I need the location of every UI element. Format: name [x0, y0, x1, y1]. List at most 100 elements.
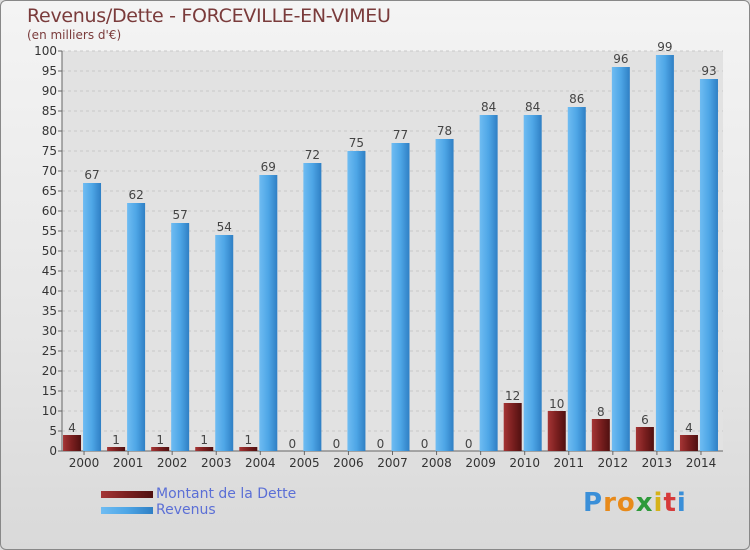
x-tick-label: 2014 — [686, 456, 717, 470]
y-tick-label: 75 — [42, 144, 57, 158]
bar-revenus-2002 — [171, 223, 190, 451]
x-tick-label: 2011 — [553, 456, 584, 470]
x-tick-label: 2002 — [157, 456, 188, 470]
y-tick-label: 65 — [42, 184, 57, 198]
x-tick-label: 2012 — [598, 456, 629, 470]
y-tick-label: 35 — [42, 304, 57, 318]
bar-revenus-2010 — [523, 115, 542, 451]
bar-revenus-2007 — [391, 143, 410, 451]
data-label-revenus-2002: 57 — [173, 208, 188, 222]
bar-dette-2001 — [107, 447, 126, 451]
bar-revenus-2009 — [479, 115, 498, 451]
data-label-revenus-2003: 54 — [217, 220, 232, 234]
x-tick-label: 2004 — [245, 456, 276, 470]
bar-dette-2013 — [635, 427, 654, 451]
x-tick-label: 2001 — [113, 456, 144, 470]
x-tick-label: 2010 — [509, 456, 540, 470]
data-label-dette-2007: 0 — [377, 437, 385, 451]
data-label-dette-2003: 1 — [200, 433, 208, 447]
legend-label-dette: Montant de la Dette — [156, 486, 297, 502]
bar-dette-2011 — [547, 411, 566, 451]
data-label-dette-2008: 0 — [421, 437, 429, 451]
bar-dette-2014 — [679, 435, 698, 451]
x-tick-label: 2003 — [201, 456, 232, 470]
data-label-dette-2006: 0 — [333, 437, 341, 451]
data-label-dette-2013: 6 — [641, 413, 649, 427]
y-tick-label: 20 — [42, 364, 57, 378]
bar-revenus-2006 — [347, 151, 366, 451]
proxiti-letter: t — [663, 488, 677, 518]
proxiti-letter: i — [653, 488, 664, 518]
x-tick-label: 2000 — [69, 456, 100, 470]
x-tick-label: 2006 — [333, 456, 364, 470]
data-label-revenus-2012: 96 — [613, 52, 628, 66]
bar-revenus-2008 — [435, 139, 454, 451]
y-tick-label: 90 — [42, 84, 57, 98]
bar-dette-2003 — [195, 447, 214, 451]
bar-dette-2002 — [151, 447, 170, 451]
data-label-dette-2012: 8 — [597, 405, 605, 419]
data-label-revenus-2013: 99 — [657, 40, 672, 54]
proxiti-logo: Proxiti — [583, 488, 687, 518]
y-tick-label: 30 — [42, 324, 57, 338]
legend-label-revenus: Revenus — [156, 502, 216, 518]
bar-chart: 0510152025303540455055606570758085909510… — [34, 40, 723, 470]
bar-dette-2000 — [63, 435, 82, 451]
data-label-revenus-2000: 67 — [84, 168, 99, 182]
x-tick-label: 2009 — [465, 456, 496, 470]
y-tick-label: 15 — [42, 384, 57, 398]
bar-revenus-2005 — [303, 163, 322, 451]
data-label-revenus-2008: 78 — [437, 124, 452, 138]
y-tick-label: 100 — [34, 44, 57, 58]
y-tick-label: 55 — [42, 224, 57, 238]
data-label-dette-2004: 1 — [244, 433, 252, 447]
y-tick-label: 50 — [42, 244, 57, 258]
proxiti-letter: o — [616, 488, 636, 518]
data-label-dette-2000: 4 — [68, 421, 76, 435]
bar-revenus-2011 — [567, 107, 586, 451]
data-label-revenus-2007: 77 — [393, 128, 408, 142]
data-labels: 4 67 1 62 1 57 1 54 1 69 0 72 0 75 0 77 0 78 0 84 12 84 10 86 8 9… — [68, 40, 716, 451]
y-tick-label: 0 — [49, 444, 57, 458]
y-tick-label: 10 — [42, 404, 57, 418]
x-tick-label: 2005 — [289, 456, 320, 470]
data-label-dette-2001: 1 — [112, 433, 120, 447]
x-tick-label: 2007 — [377, 456, 408, 470]
data-label-revenus-2011: 86 — [569, 92, 584, 106]
y-tick-label: 45 — [42, 264, 57, 278]
bar-revenus-2012 — [611, 67, 630, 451]
y-tick-label: 40 — [42, 284, 57, 298]
bar-revenus-2014 — [699, 79, 718, 451]
bar-dette-2010 — [503, 403, 522, 451]
data-label-revenus-2006: 75 — [349, 136, 364, 150]
data-label-revenus-2004: 69 — [261, 160, 276, 174]
data-label-revenus-2005: 72 — [305, 148, 320, 162]
legend-swatch-dette — [101, 491, 153, 498]
legend-swatch-revenus — [101, 507, 153, 514]
bar-revenus-2004 — [259, 175, 278, 451]
proxiti-letter: x — [635, 488, 654, 518]
data-label-revenus-2014: 93 — [701, 64, 716, 78]
data-label-revenus-2010: 84 — [525, 100, 540, 114]
x-tick-label: 2008 — [421, 456, 452, 470]
data-label-dette-2009: 0 — [465, 437, 473, 451]
y-tick-label: 5 — [49, 424, 57, 438]
proxiti-letter: r — [603, 488, 617, 518]
y-tick-label: 60 — [42, 204, 57, 218]
y-tick-label: 85 — [42, 104, 57, 118]
proxiti-letter: i — [676, 488, 687, 518]
bar-revenus-2003 — [215, 235, 234, 451]
axes: 0510152025303540455055606570758085909510… — [34, 44, 723, 470]
data-label-dette-2011: 10 — [549, 397, 564, 411]
data-label-dette-2010: 12 — [505, 389, 520, 403]
proxiti-letter: P — [583, 488, 604, 518]
bar-dette-2004 — [239, 447, 258, 451]
data-label-dette-2005: 0 — [289, 437, 297, 451]
y-tick-label: 70 — [42, 164, 57, 178]
data-label-dette-2014: 4 — [685, 421, 693, 435]
chart-title: Revenus/Dette - FORCEVILLE-EN-VIMEU — [27, 5, 391, 27]
data-label-dette-2002: 1 — [156, 433, 164, 447]
y-tick-label: 95 — [42, 64, 57, 78]
bars — [63, 55, 718, 451]
